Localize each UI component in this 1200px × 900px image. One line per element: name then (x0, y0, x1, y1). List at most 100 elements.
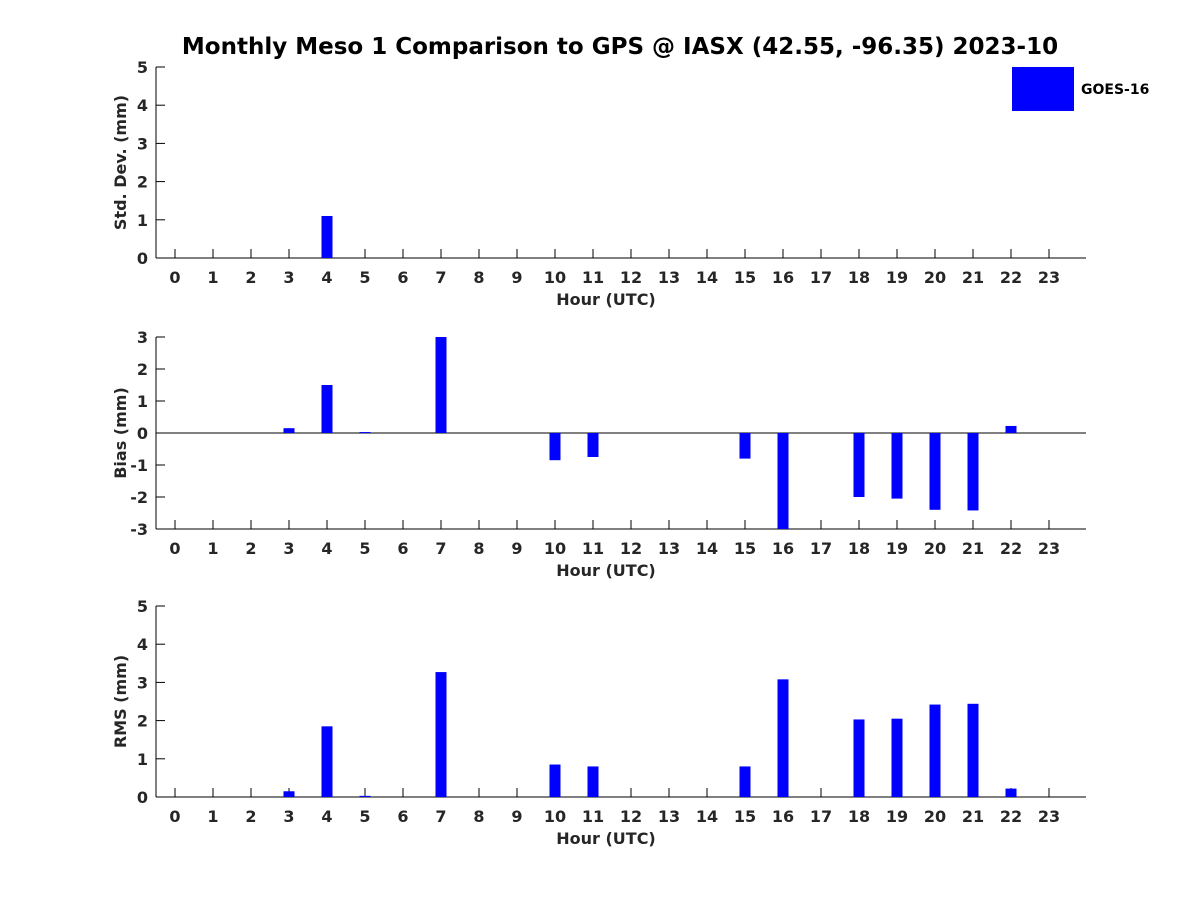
x-tick-label: 10 (544, 807, 566, 826)
x-tick-label: 19 (886, 268, 908, 287)
bar-hour-22 (1005, 788, 1017, 797)
bar-hour-3 (283, 791, 295, 797)
x-tick-label: 3 (283, 539, 294, 558)
x-tick-label: 22 (1000, 807, 1022, 826)
x-tick-label: 12 (620, 539, 642, 558)
x-tick-label: 19 (886, 807, 908, 826)
x-tick-label: 22 (1000, 268, 1022, 287)
x-tick-label: 12 (620, 268, 642, 287)
x-tick-label: 9 (511, 268, 522, 287)
x-tick-label: 23 (1038, 807, 1060, 826)
x-tick-label: 21 (962, 268, 984, 287)
x-tick-label: 20 (924, 539, 946, 558)
bar-hour-11 (587, 766, 599, 797)
x-tick-label: 15 (734, 539, 756, 558)
x-tick-label: 3 (283, 268, 294, 287)
x-tick-label: 0 (169, 268, 180, 287)
bar-hour-21 (967, 703, 979, 797)
x-tick-label: 14 (696, 268, 718, 287)
y-tick-label: 0 (137, 249, 148, 268)
x-tick-label: 13 (658, 268, 680, 287)
bar-hour-15 (739, 433, 751, 459)
x-tick-label: 1 (207, 268, 218, 287)
bar-hour-22 (1005, 425, 1017, 433)
x-tick-label: 1 (207, 539, 218, 558)
bar-hour-16 (777, 433, 789, 529)
bar-hour-20 (929, 704, 941, 797)
x-tick-label: 7 (435, 268, 446, 287)
x-tick-label: 16 (772, 539, 794, 558)
legend-swatch-goes-16 (1012, 67, 1074, 111)
y-tick-label: 3 (137, 328, 148, 347)
x-tick-label: 8 (473, 268, 484, 287)
x-tick-label: 6 (397, 807, 408, 826)
y-axis-label: Std. Dev. (mm) (111, 95, 130, 230)
legend-label-goes-16: GOES-16 (1081, 82, 1149, 98)
bar-hour-7 (435, 672, 447, 797)
x-tick-label: 13 (658, 539, 680, 558)
y-tick-label: 5 (137, 58, 148, 77)
bar-hour-21 (967, 433, 979, 511)
x-tick-label: 13 (658, 807, 680, 826)
y-tick-label: 0 (137, 424, 148, 443)
x-tick-label: 0 (169, 539, 180, 558)
bar-hour-10 (549, 433, 561, 461)
x-tick-label: 23 (1038, 539, 1060, 558)
bar-hour-4 (321, 726, 333, 797)
y-tick-label: 3 (137, 134, 148, 153)
bar-hour-7 (435, 337, 447, 433)
legend: GOES-16 (1012, 67, 1149, 111)
y-tick-label: 2 (137, 173, 148, 192)
x-tick-label: 2 (245, 268, 256, 287)
x-tick-label: 19 (886, 539, 908, 558)
x-tick-label: 4 (321, 539, 332, 558)
x-tick-label: 20 (924, 807, 946, 826)
x-axis-label: Hour (UTC) (556, 290, 656, 309)
y-tick-label: -3 (130, 520, 148, 539)
x-tick-label: 3 (283, 807, 294, 826)
x-tick-label: 5 (359, 539, 370, 558)
x-tick-label: 6 (397, 539, 408, 558)
x-tick-label: 7 (435, 539, 446, 558)
y-tick-label: 5 (137, 597, 148, 616)
x-tick-label: 8 (473, 539, 484, 558)
y-tick-label: 1 (137, 211, 148, 230)
y-tick-label: 2 (137, 712, 148, 731)
x-tick-label: 11 (582, 539, 604, 558)
y-tick-label: -1 (130, 456, 148, 475)
bar-hour-16 (777, 679, 789, 797)
bar-hour-3 (283, 428, 295, 433)
x-tick-label: 4 (321, 807, 332, 826)
bar-hour-19 (891, 433, 903, 499)
figure-title: Monthly Meso 1 Comparison to GPS @ IASX … (182, 34, 1058, 60)
x-tick-label: 18 (848, 539, 870, 558)
y-tick-label: 3 (137, 673, 148, 692)
y-tick-label: 2 (137, 360, 148, 379)
bar-hour-18 (853, 433, 865, 497)
x-tick-label: 18 (848, 268, 870, 287)
x-tick-label: 10 (544, 268, 566, 287)
x-tick-label: 15 (734, 807, 756, 826)
x-axis-label: Hour (UTC) (556, 561, 656, 580)
x-tick-label: 18 (848, 807, 870, 826)
y-tick-label: 1 (137, 750, 148, 769)
y-axis-label: Bias (mm) (111, 387, 130, 479)
bar-hour-4 (321, 215, 333, 258)
x-tick-label: 16 (772, 807, 794, 826)
x-tick-label: 5 (359, 807, 370, 826)
bar-hour-15 (739, 766, 751, 797)
x-tick-label: 11 (582, 807, 604, 826)
bar-hour-4 (321, 385, 333, 433)
x-tick-label: 14 (696, 539, 718, 558)
bar-hour-10 (549, 764, 561, 797)
x-tick-label: 21 (962, 539, 984, 558)
x-axis-label: Hour (UTC) (556, 829, 656, 848)
y-tick-label: 4 (137, 96, 148, 115)
bar-hour-5 (359, 795, 371, 797)
bar-hour-19 (891, 718, 903, 797)
bar-hour-5 (359, 432, 371, 434)
